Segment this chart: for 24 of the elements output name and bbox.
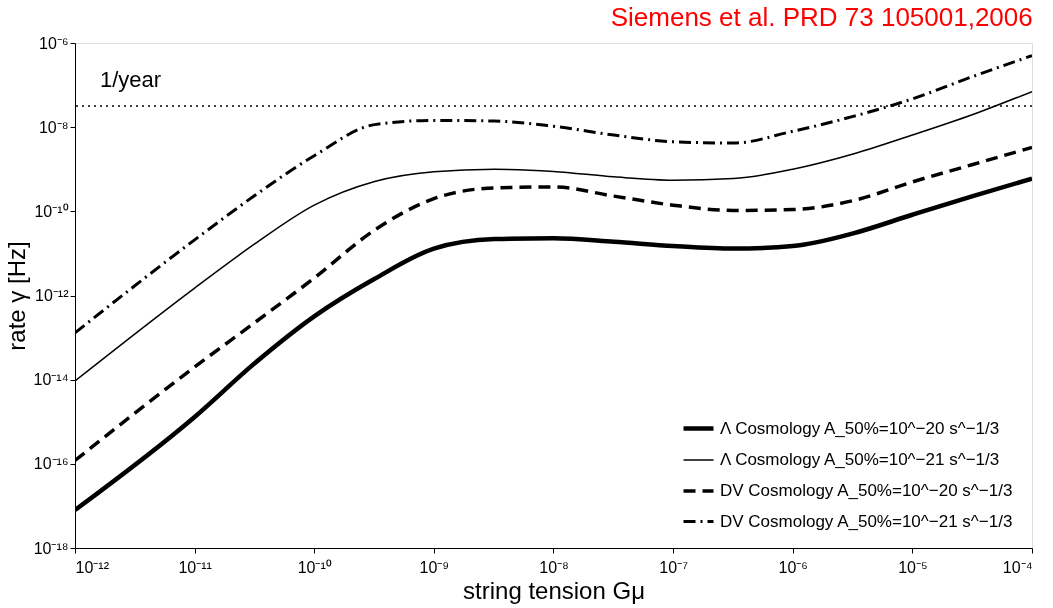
x-tick-label: 10⁻⁶ xyxy=(778,558,808,576)
legend-label: Λ Cosmology A_50%=10^−21 s^−1/3 xyxy=(720,450,1000,469)
legend-label: DV Cosmology A_50%=10^−20 s^−1/3 xyxy=(720,481,1013,500)
x-tick-label: 10⁻⁵ xyxy=(898,558,928,576)
legend-label: DV Cosmology A_50%=10^−21 s^−1/3 xyxy=(720,511,1013,531)
y-tick-label: 10⁻⁸ xyxy=(38,118,69,136)
y-tick-label: 10⁻¹⁰ xyxy=(34,202,69,220)
y-tick-label: 10⁻¹⁴ xyxy=(33,371,69,389)
y-tick-label: 10⁻¹⁶ xyxy=(33,455,69,473)
chart-title: Siemens et al. PRD 73 105001,2006 xyxy=(610,2,1033,32)
x-tick-label: 10⁻⁸ xyxy=(539,558,569,576)
y-tick-label: 10⁻¹⁸ xyxy=(33,539,69,557)
x-axis-title: string tension Gμ xyxy=(463,576,645,604)
x-tick-label: 10⁻⁹ xyxy=(419,558,450,576)
y-tick-label: 10⁻¹² xyxy=(35,287,70,304)
x-tick-label: 10⁻⁴ xyxy=(1002,558,1033,576)
x-tick-label: 10⁻¹² xyxy=(75,558,110,576)
ref-line-label: 1/year xyxy=(100,67,162,93)
x-tick-label: 10⁻¹¹ xyxy=(178,558,212,576)
x-tick-label: 10⁻¹⁰ xyxy=(297,558,332,576)
y-axis-title: rate γ [Hz] xyxy=(2,241,30,351)
y-tick-label: 10⁻⁶ xyxy=(39,34,69,52)
legend-label: Λ Cosmology A_50%=10^−20 s^−1/3 xyxy=(720,418,1000,438)
x-tick-label: 10⁻⁷ xyxy=(659,558,689,576)
